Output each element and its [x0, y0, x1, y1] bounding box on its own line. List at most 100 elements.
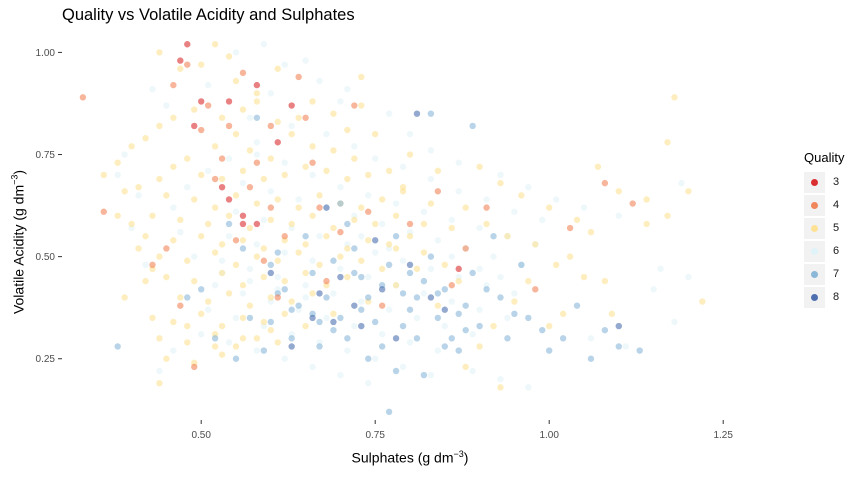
data-point-quality-5 [399, 184, 407, 191]
data-point-quality-7 [420, 371, 428, 379]
data-point-quality-3 [225, 98, 233, 105]
data-point-quality-7 [490, 233, 497, 240]
data-point-quality-5 [427, 200, 435, 207]
data-point-quality-4 [198, 126, 205, 134]
data-point-quality-8 [372, 237, 379, 244]
data-point-quality-5 [260, 175, 268, 183]
data-point-quality-7 [573, 302, 581, 309]
data-point-quality-7 [462, 326, 469, 334]
data-point-quality-5 [225, 290, 233, 297]
data-point-quality-5 [218, 114, 226, 121]
data-point-quality-7 [448, 335, 455, 342]
legend-swatch [811, 178, 818, 186]
legend-item: 4 [804, 194, 860, 216]
data-point-quality-5 [302, 322, 309, 330]
data-point-quality-6 [469, 367, 476, 375]
data-point-quality-7 [274, 249, 281, 256]
data-point-quality-4 [434, 188, 442, 195]
data-point-quality-6 [295, 196, 302, 203]
data-point-quality-4 [184, 61, 191, 68]
data-point-quality-6 [330, 290, 337, 297]
data-point-quality-5 [246, 147, 254, 154]
data-point-quality-8 [288, 343, 295, 350]
data-point-quality-3 [225, 196, 233, 203]
x-tick-label: 1.00 [539, 430, 559, 441]
data-point-quality-5 [295, 204, 302, 211]
data-point-quality-5 [580, 273, 588, 281]
legend-item: 6 [804, 240, 860, 262]
data-point-quality-7 [232, 355, 240, 362]
data-point-quality-5 [372, 130, 379, 138]
data-point-quality-5 [211, 343, 219, 350]
data-point-quality-5 [288, 220, 295, 228]
data-point-quality-7 [316, 318, 323, 326]
data-point-quality-6 [378, 331, 386, 338]
data-point-quality-6 [476, 224, 483, 232]
data-point-quality-5 [114, 212, 121, 219]
data-point-quality-7 [295, 302, 302, 309]
data-point-quality-4 [295, 73, 302, 81]
data-point-quality-6 [657, 265, 664, 273]
data-point-quality-7 [441, 343, 448, 350]
data-point-quality-6 [399, 363, 407, 371]
data-point-quality-5 [441, 261, 448, 268]
data-point-quality-6 [511, 208, 518, 215]
data-point-quality-6 [156, 367, 163, 375]
data-point-quality-8 [427, 294, 435, 301]
data-point-quality-5 [114, 159, 121, 166]
data-point-quality-6 [420, 290, 428, 297]
data-point-quality-7 [378, 343, 386, 350]
data-point-quality-5 [218, 241, 226, 248]
data-point-quality-5 [455, 277, 462, 285]
data-point-quality-5 [699, 298, 706, 305]
data-point-quality-6 [469, 331, 476, 338]
data-point-quality-5 [232, 192, 240, 199]
data-point-quality-7 [365, 355, 372, 362]
data-point-quality-8 [441, 306, 448, 313]
data-point-quality-6 [246, 265, 254, 273]
data-point-quality-6 [490, 253, 497, 260]
data-point-quality-5 [365, 237, 372, 244]
data-point-quality-5 [163, 273, 170, 281]
data-point-quality-7 [392, 367, 400, 375]
data-point-quality-5 [198, 233, 205, 240]
data-point-quality-7 [427, 110, 435, 117]
data-point-quality-5 [434, 302, 442, 309]
data-point-quality-5 [664, 139, 671, 146]
data-point-quality-8 [615, 322, 622, 330]
data-point-quality-7 [406, 306, 414, 313]
data-point-quality-5 [309, 143, 316, 150]
data-point-quality-4 [253, 159, 261, 166]
data-point-quality-5 [191, 277, 198, 285]
data-point-quality-5 [177, 294, 184, 301]
data-point-quality-7 [281, 286, 288, 293]
data-point-quality-6 [302, 294, 309, 301]
y-axis: 0.25 0.50 0.75 1.00 [36, 48, 62, 365]
data-point-quality-5 [163, 355, 170, 362]
data-point-quality-3 [253, 220, 261, 228]
data-point-quality-6 [406, 130, 414, 138]
data-point-quality-5 [358, 257, 365, 264]
data-point-quality-5 [218, 175, 226, 183]
data-point-quality-5 [170, 318, 177, 326]
data-point-quality-5 [413, 265, 421, 273]
data-point-quality-5 [406, 233, 414, 240]
data-point-quality-5 [323, 167, 330, 175]
data-point-quality-7 [441, 286, 448, 293]
data-point-quality-3 [253, 81, 261, 89]
data-point-quality-7 [518, 261, 525, 268]
data-point-quality-7 [413, 335, 421, 342]
data-point-quality-6 [239, 290, 247, 297]
data-point-quality-6 [337, 98, 344, 105]
data-point-quality-3 [198, 98, 205, 105]
data-point-quality-7 [344, 335, 351, 342]
data-point-quality-6 [671, 318, 678, 326]
data-point-quality-6 [587, 335, 595, 342]
data-point-quality-5 [281, 277, 288, 285]
data-point-quality-5 [323, 233, 330, 240]
data-point-quality-5 [232, 77, 240, 85]
data-point-quality-6 [622, 343, 629, 350]
data-point-quality-4 [337, 228, 344, 236]
legend-key [804, 240, 825, 262]
data-point-quality-5 [128, 143, 135, 150]
